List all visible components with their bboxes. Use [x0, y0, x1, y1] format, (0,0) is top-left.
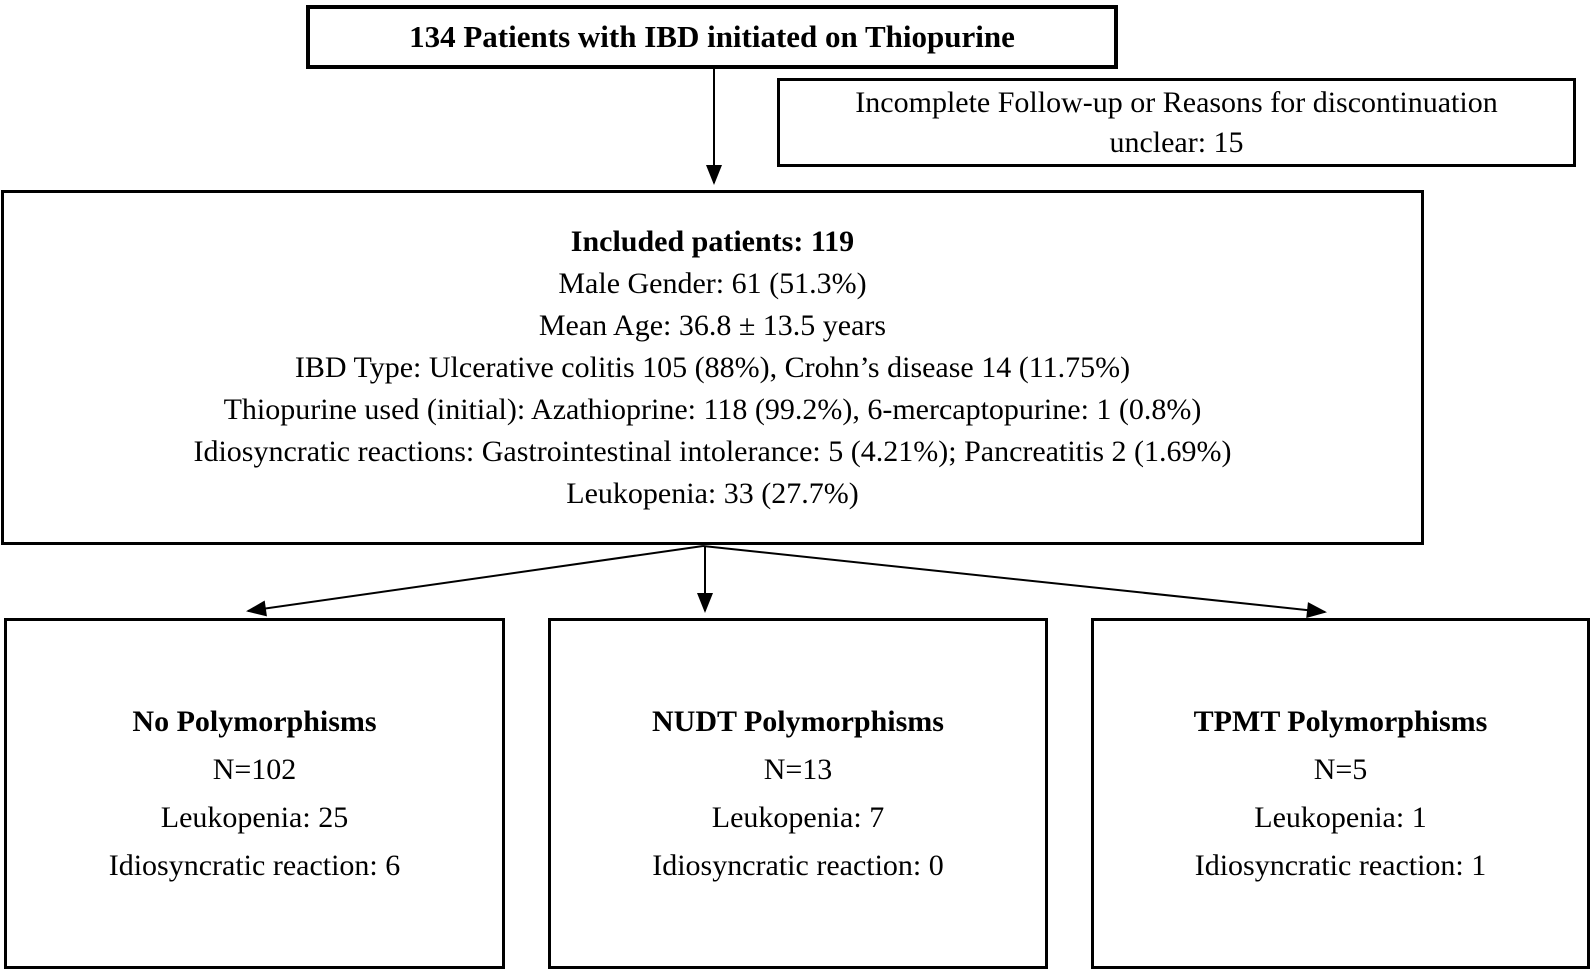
included-title: Included patients: 119 [570, 224, 855, 258]
group-n: N=13 [763, 752, 833, 786]
enrollment-text: 134 Patients with IBD initiated on Thiop… [409, 19, 1015, 54]
arrow-included-to-right-group [702, 545, 1327, 619]
included-patients-box: Included patients: 119 Male Gender: 61 (… [1, 190, 1424, 545]
group-leukopenia: Leukopenia: 1 [1254, 800, 1427, 834]
group-leukopenia: Leukopenia: 25 [160, 800, 349, 834]
included-male-gender: Male Gender: 61 (51.3%) [558, 266, 867, 300]
group-box-nudt-polymorphisms: NUDT Polymorphisms N=13 Leukopenia: 7 Id… [548, 618, 1048, 969]
included-ibd-type: IBD Type: Ulcerative colitis 105 (88%), … [294, 350, 1131, 384]
group-idiosyncratic: Idiosyncratic reaction: 1 [1194, 848, 1487, 882]
included-thiopurine-used: Thiopurine used (initial): Azathioprine:… [223, 392, 1202, 426]
group-n: N=5 [1313, 752, 1368, 786]
arrow-included-to-left-group [246, 545, 704, 617]
group-title: TPMT Polymorphisms [1193, 704, 1488, 738]
group-title: NUDT Polymorphisms [652, 704, 944, 738]
group-title: No Polymorphisms [132, 704, 377, 738]
group-idiosyncratic: Idiosyncratic reaction: 0 [652, 848, 944, 882]
enrollment-box: 134 Patients with IBD initiated on Thiop… [306, 5, 1118, 69]
exclusion-box: Incomplete Follow-up or Reasons for disc… [777, 78, 1576, 167]
included-leukopenia: Leukopenia: 33 (27.7%) [566, 476, 859, 510]
group-box-no-polymorphisms: No Polymorphisms N=102 Leukopenia: 25 Id… [4, 618, 505, 969]
exclusion-text-line2: unclear: 15 [1109, 125, 1244, 159]
included-idiosyncratic-reactions: Idiosyncratic reactions: Gastrointestina… [193, 434, 1232, 468]
group-idiosyncratic: Idiosyncratic reaction: 6 [108, 848, 401, 882]
exclusion-text-line1: Incomplete Follow-up or Reasons for disc… [855, 85, 1498, 119]
included-mean-age: Mean Age: 36.8 ± 13.5 years [538, 308, 887, 342]
group-n: N=102 [212, 752, 297, 786]
group-box-tpmt-polymorphisms: TPMT Polymorphisms N=5 Leukopenia: 1 Idi… [1091, 618, 1590, 969]
group-leukopenia: Leukopenia: 7 [711, 800, 885, 834]
